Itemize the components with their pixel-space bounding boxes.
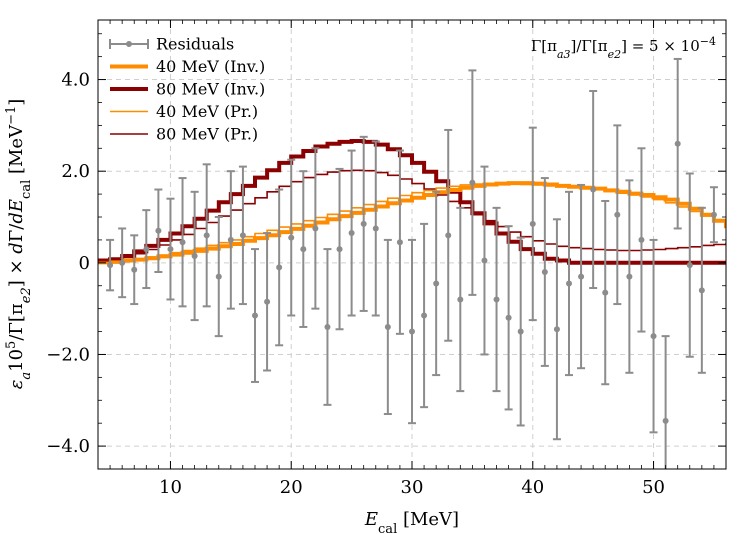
legend: Residuals 40 MeV (Inv.) 80 MeV (Inv.) 40 Me… bbox=[109, 35, 265, 144]
residual-point bbox=[143, 246, 150, 253]
residual-point bbox=[155, 227, 162, 234]
residual-point bbox=[602, 289, 609, 296]
residual-point bbox=[493, 296, 500, 303]
residual-point bbox=[421, 312, 428, 319]
y-tick-label: 2.0 bbox=[61, 161, 90, 182]
y-axis-label: εa105/Γ[πe2] × dΓ/dEcal [MeV−1] bbox=[4, 99, 34, 390]
residual-point bbox=[384, 323, 391, 330]
legend-label: 80 MeV (Pr.) bbox=[156, 125, 258, 144]
residual-point bbox=[710, 211, 717, 218]
residual-point bbox=[191, 252, 198, 259]
legend-label: 40 MeV (Inv.) bbox=[156, 57, 265, 76]
residual-point bbox=[553, 326, 560, 333]
residual-point bbox=[626, 273, 633, 280]
residual-point bbox=[179, 239, 186, 246]
plot-area bbox=[98, 57, 726, 469]
residual-point bbox=[614, 211, 621, 218]
residual-point bbox=[445, 232, 452, 239]
legend-label: 80 MeV (Inv.) bbox=[156, 80, 265, 99]
residual-point bbox=[300, 246, 307, 253]
residual-point bbox=[396, 239, 403, 246]
residual-point bbox=[288, 234, 295, 241]
x-tick-label: 30 bbox=[401, 477, 424, 498]
residual-point bbox=[203, 232, 210, 239]
y-tick-label: 4.0 bbox=[61, 70, 90, 91]
residual-point bbox=[324, 323, 331, 330]
x-tick-label: 50 bbox=[642, 477, 665, 498]
residual-point bbox=[674, 140, 681, 147]
residual-point bbox=[481, 257, 488, 264]
residual-point bbox=[227, 236, 234, 243]
ratio-annotation: Γ[πa3]/Γ[πe2] = 5 × 10−4 bbox=[531, 35, 716, 61]
residual-point bbox=[529, 220, 536, 227]
x-tick-label: 20 bbox=[280, 477, 303, 498]
legend-errorbar-marker bbox=[126, 41, 132, 47]
residual-point bbox=[409, 328, 415, 335]
residual-point bbox=[541, 268, 548, 275]
residual-point bbox=[517, 328, 524, 335]
residual-point bbox=[360, 220, 367, 227]
residual-point bbox=[131, 266, 138, 273]
residual-point bbox=[505, 314, 512, 321]
y-tick-label: 0 bbox=[79, 253, 90, 274]
residual-point bbox=[638, 236, 645, 243]
residual-point bbox=[590, 186, 597, 193]
residual-point bbox=[578, 273, 585, 280]
residual-point bbox=[698, 287, 705, 294]
x-tick-label: 10 bbox=[159, 477, 182, 498]
residual-point bbox=[566, 280, 572, 287]
residual-point bbox=[433, 280, 440, 287]
residual-point bbox=[215, 273, 222, 280]
axes: 10 20 30 40 50 −4.0 −2.0 0 2.0 4.0 bbox=[46, 19, 727, 498]
residual-point bbox=[252, 312, 258, 319]
residual-point bbox=[167, 246, 174, 253]
residual-point bbox=[239, 232, 246, 239]
residual-point bbox=[662, 417, 669, 424]
residual-point bbox=[348, 230, 355, 237]
y-tick-label: −2.0 bbox=[46, 344, 90, 365]
residual-point bbox=[119, 259, 126, 266]
residual-point bbox=[469, 179, 476, 186]
x-axis-label: Ecal [MeV] bbox=[364, 509, 459, 534]
legend-label: 40 MeV (Pr.) bbox=[156, 102, 258, 121]
residual-point bbox=[264, 298, 271, 305]
x-tick-label: 40 bbox=[521, 477, 544, 498]
residual-point bbox=[107, 262, 114, 269]
y-tick-label: −4.0 bbox=[46, 436, 90, 457]
residual-point bbox=[650, 333, 657, 340]
residual-point bbox=[276, 264, 283, 271]
residual-point bbox=[312, 225, 319, 232]
residual-point bbox=[336, 246, 343, 253]
residual-point bbox=[372, 225, 379, 232]
residual-point bbox=[686, 262, 693, 269]
legend-label: Residuals bbox=[156, 35, 234, 54]
residual-point bbox=[457, 296, 464, 303]
